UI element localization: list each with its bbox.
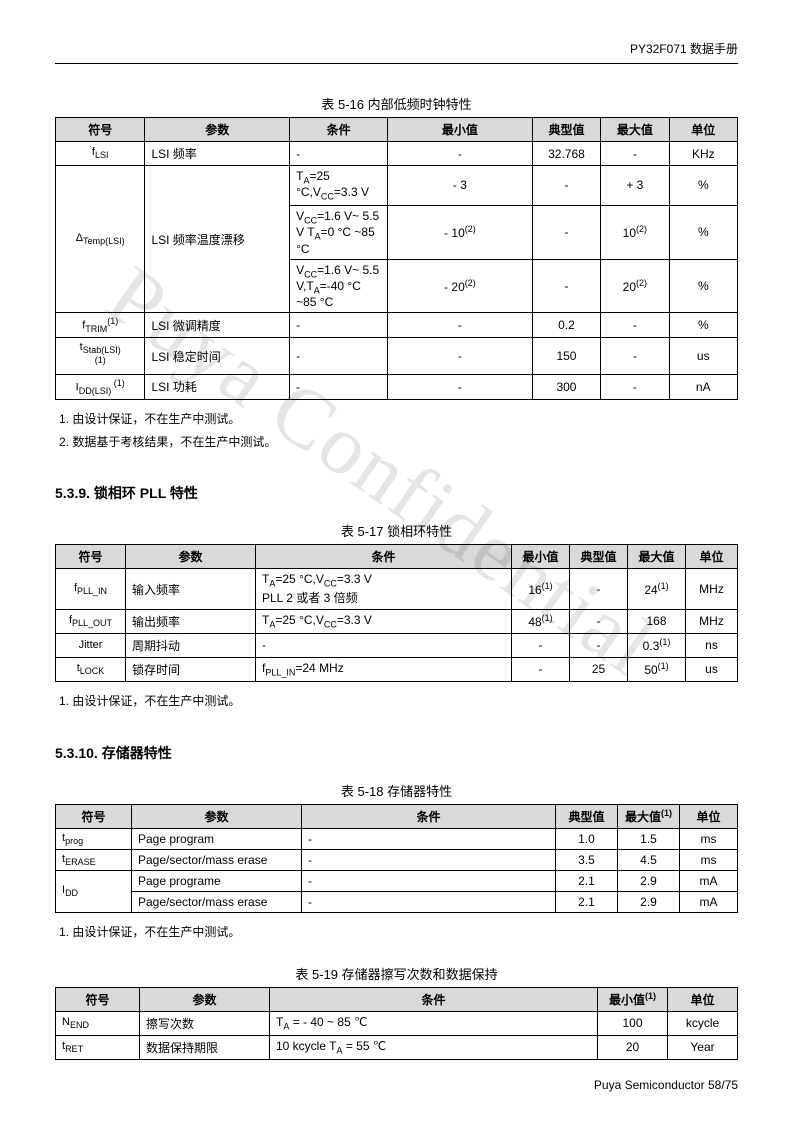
table-row: IDD Page programe - 2.1 2.9 mA bbox=[56, 871, 738, 892]
table-516: 符号 参数 条件 最小值 典型值 最大值 单位 fLSI LSI 频率 - - … bbox=[55, 117, 738, 400]
table-row: fPLL_IN 输入频率 TA=25 °C,VCC=3.3 VPLL 2 或者 … bbox=[56, 569, 738, 609]
th-min: 最小值 bbox=[388, 118, 533, 142]
table-518-notes: 1. 由设计保证，不在生产中测试。 bbox=[55, 921, 738, 944]
table-row: tStab(LSI)(1) LSI 稳定时间 - - 150 - us bbox=[56, 338, 738, 375]
table-row: ΔTemp(LSI) LSI 频率温度漂移 TA=25 °C,VCC=3.3 V… bbox=[56, 166, 738, 206]
th-cond: 条件 bbox=[290, 118, 388, 142]
table-row: tLOCK 锁存时间 fPLL_IN=24 MHz - 25 50(1) us bbox=[56, 657, 738, 681]
table-row: fLSI LSI 频率 - - 32.768 - KHz bbox=[56, 142, 738, 166]
th-max: 最大值 bbox=[601, 118, 669, 142]
table-517-caption: 表 5-17 锁相环特性 bbox=[55, 521, 738, 540]
section-5310-heading: 5.3.10. 存储器特性 bbox=[55, 743, 738, 763]
table-519: 符号 参数 条件 最小值(1) 单位 NEND 擦写次数 TA = - 40 ~… bbox=[55, 987, 738, 1060]
table-row: fPLL_OUT 输出频率 TA=25 °C,VCC=3.3 V 48(1) -… bbox=[56, 609, 738, 633]
table-row: Jitter 周期抖动 - - - 0.3(1) ns bbox=[56, 633, 738, 657]
th-typ: 典型值 bbox=[532, 118, 600, 142]
table-518-caption: 表 5-18 存储器特性 bbox=[55, 781, 738, 800]
table-row: Page/sector/mass erase - 2.1 2.9 mA bbox=[56, 892, 738, 913]
th-unit: 单位 bbox=[669, 118, 737, 142]
th-sym: 符号 bbox=[56, 118, 145, 142]
table-row: tERASE Page/sector/mass erase - 3.5 4.5 … bbox=[56, 849, 738, 870]
table-518: 符号 参数 条件 典型值 最大值(1) 单位 tprog Page progra… bbox=[55, 804, 738, 913]
table-row: NEND 擦写次数 TA = - 40 ~ 85 ℃ 100 kcycle bbox=[56, 1011, 738, 1035]
table-row: IDD(LSI) (1) LSI 功耗 - - 300 - nA bbox=[56, 375, 738, 400]
table-row: tRET 数据保持期限 10 kcycle TA = 55 ℃ 20 Year bbox=[56, 1035, 738, 1059]
doc-header: PY32F071 数据手册 bbox=[55, 40, 738, 64]
table-517: 符号 参数 条件 最小值 典型值 最大值 单位 fPLL_IN 输入频率 TA=… bbox=[55, 544, 738, 681]
table-516-caption: 表 5-16 内部低频时钟特性 bbox=[55, 94, 738, 113]
table-row: tprog Page program - 1.0 1.5 ms bbox=[56, 828, 738, 849]
th-param: 参数 bbox=[145, 118, 290, 142]
table-row: fTRIM(1) LSI 微调精度 - - 0.2 - % bbox=[56, 313, 738, 338]
table-517-notes: 1. 由设计保证，不在生产中测试。 bbox=[55, 690, 738, 713]
page-footer: Puya Semiconductor 58/75 bbox=[594, 1078, 738, 1092]
table-519-caption: 表 5-19 存储器擦写次数和数据保持 bbox=[55, 964, 738, 983]
section-539-heading: 5.3.9. 锁相环 PLL 特性 bbox=[55, 483, 738, 503]
table-516-notes: 1. 由设计保证，不在生产中测试。 2. 数据基于考核结果，不在生产中测试。 bbox=[55, 408, 738, 454]
